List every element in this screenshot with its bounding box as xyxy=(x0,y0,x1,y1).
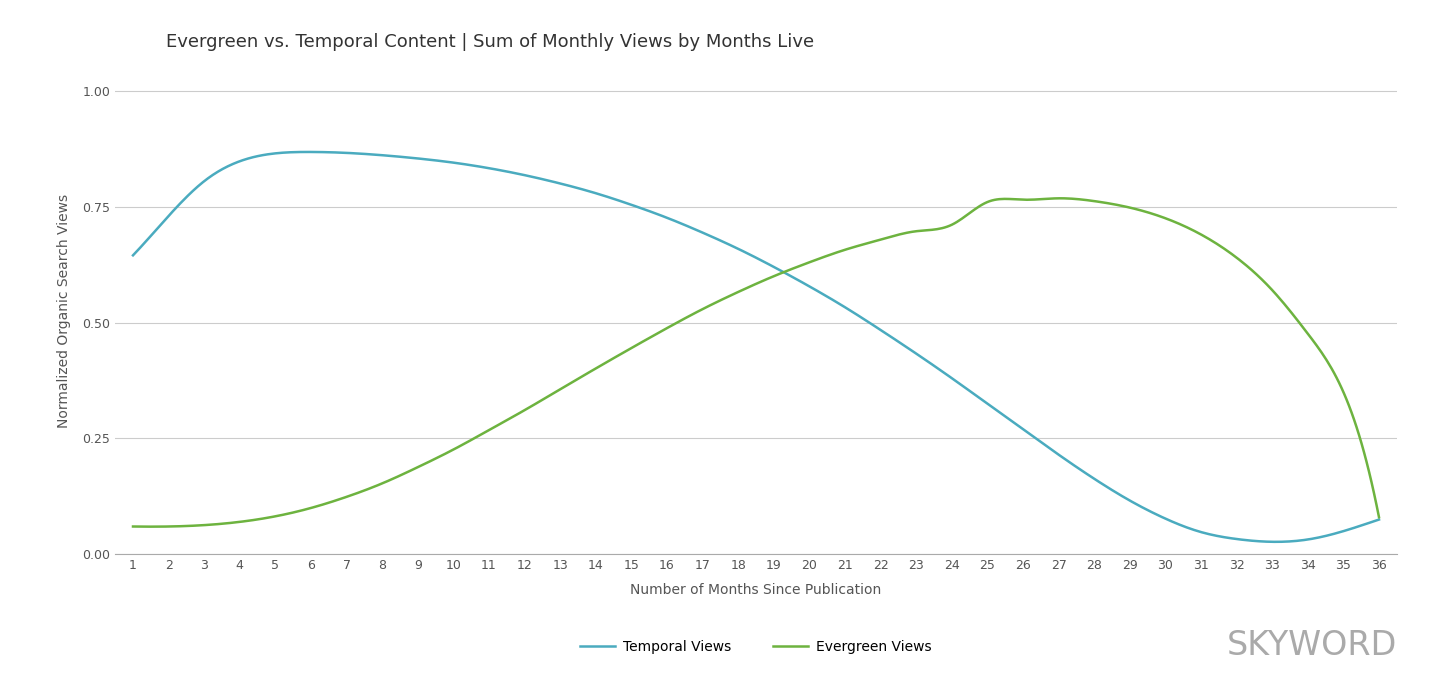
Evergreen Views xyxy=(141,523,158,531)
Line: Evergreen Views: Evergreen Views xyxy=(132,198,1380,527)
Temporal Views xyxy=(1269,538,1286,546)
Line: Temporal Views: Temporal Views xyxy=(132,152,1380,542)
Evergreen Views xyxy=(726,289,743,297)
Evergreen Views xyxy=(801,258,818,266)
Text: SKYWORD: SKYWORD xyxy=(1227,629,1397,662)
Temporal Views xyxy=(868,324,886,332)
Evergreen Views xyxy=(868,237,886,245)
Temporal Views xyxy=(1345,524,1362,532)
Evergreen Views xyxy=(1345,416,1362,424)
Evergreen Views xyxy=(1371,513,1388,521)
Legend: Temporal Views, Evergreen Views: Temporal Views, Evergreen Views xyxy=(575,634,937,659)
Y-axis label: Normalized Organic Search Views: Normalized Organic Search Views xyxy=(58,194,71,428)
Evergreen Views xyxy=(1051,194,1068,202)
Temporal Views xyxy=(719,239,736,247)
Evergreen Views xyxy=(124,523,141,531)
Temporal Views xyxy=(1148,510,1165,518)
X-axis label: Number of Months Since Publication: Number of Months Since Publication xyxy=(631,583,881,598)
Temporal Views xyxy=(801,283,818,291)
Temporal Views xyxy=(300,148,317,156)
Temporal Views xyxy=(726,243,743,251)
Temporal Views xyxy=(124,251,141,260)
Evergreen Views xyxy=(1151,212,1168,220)
Temporal Views xyxy=(1371,516,1388,524)
Evergreen Views xyxy=(719,293,736,301)
Text: Evergreen vs. Temporal Content | Sum of Monthly Views by Months Live: Evergreen vs. Temporal Content | Sum of … xyxy=(167,32,815,51)
